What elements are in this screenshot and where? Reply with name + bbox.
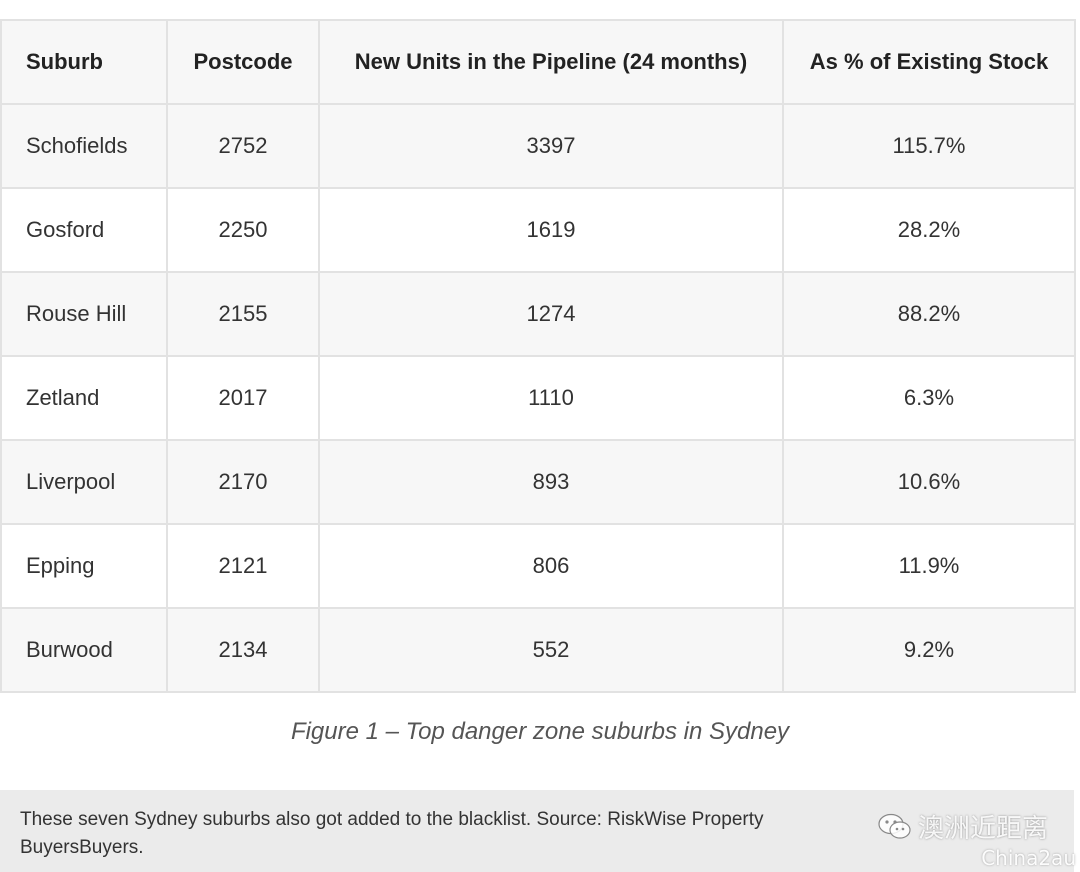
cell-suburb: Schofields [0,103,168,189]
header-postcode: Postcode [166,19,320,105]
table-row: Epping 2121 806 11.9% [0,523,1076,609]
suburbs-table-container: Suburb Postcode New Units in the Pipelin… [0,19,1076,693]
cell-postcode: 2017 [166,355,320,441]
table-row: Liverpool 2170 893 10.6% [0,439,1076,525]
cell-new-units: 552 [318,607,784,693]
figure-caption: Figure 1 – Top danger zone suburbs in Sy… [290,718,790,745]
cell-suburb: Gosford [0,187,168,273]
watermark: 澳洲近距离 [878,808,1048,845]
cell-postcode: 2121 [166,523,320,609]
cell-percent-stock: 115.7% [782,103,1076,189]
wechat-icon [878,813,911,839]
cell-postcode: 2752 [166,103,320,189]
cell-suburb: Epping [0,523,168,609]
table-row: Zetland 2017 1110 6.3% [0,355,1076,441]
table-row: Gosford 2250 1619 28.2% [0,187,1076,273]
suburbs-table: Suburb Postcode New Units in the Pipelin… [0,19,1076,693]
cell-new-units: 1110 [318,355,784,441]
cell-percent-stock: 11.9% [782,523,1076,609]
cell-percent-stock: 88.2% [782,271,1076,357]
cell-percent-stock: 6.3% [782,355,1076,441]
cell-new-units: 1619 [318,187,784,273]
table-row: Burwood 2134 552 9.2% [0,607,1076,693]
cell-percent-stock: 10.6% [782,439,1076,525]
watermark-subtext: China2au [981,846,1076,870]
header-suburb: Suburb [0,19,168,105]
watermark-text: 澳洲近距离 [917,814,1048,844]
cell-postcode: 2170 [166,439,320,525]
cell-new-units: 3397 [318,103,784,189]
cell-new-units: 1274 [318,271,784,357]
cell-percent-stock: 9.2% [782,607,1076,693]
header-percent-stock: As % of Existing Stock [782,19,1076,105]
table-row: Rouse Hill 2155 1274 88.2% [0,271,1076,357]
cell-new-units: 806 [318,523,784,609]
table-row: Schofields 2752 3397 115.7% [0,103,1076,189]
cell-suburb: Liverpool [0,439,168,525]
header-new-units: New Units in the Pipeline (24 months) [318,19,784,105]
cell-suburb: Burwood [0,607,168,693]
cell-suburb: Rouse Hill [0,271,168,357]
cell-new-units: 893 [318,439,784,525]
cell-suburb: Zetland [0,355,168,441]
cell-postcode: 2134 [166,607,320,693]
source-note-line-1: These seven Sydney suburbs also got adde… [20,809,764,830]
cell-postcode: 2250 [166,187,320,273]
table-header-row: Suburb Postcode New Units in the Pipelin… [0,19,1076,105]
cell-postcode: 2155 [166,271,320,357]
source-note-line-2: BuyersBuyers. [20,837,144,858]
cell-percent-stock: 28.2% [782,187,1076,273]
